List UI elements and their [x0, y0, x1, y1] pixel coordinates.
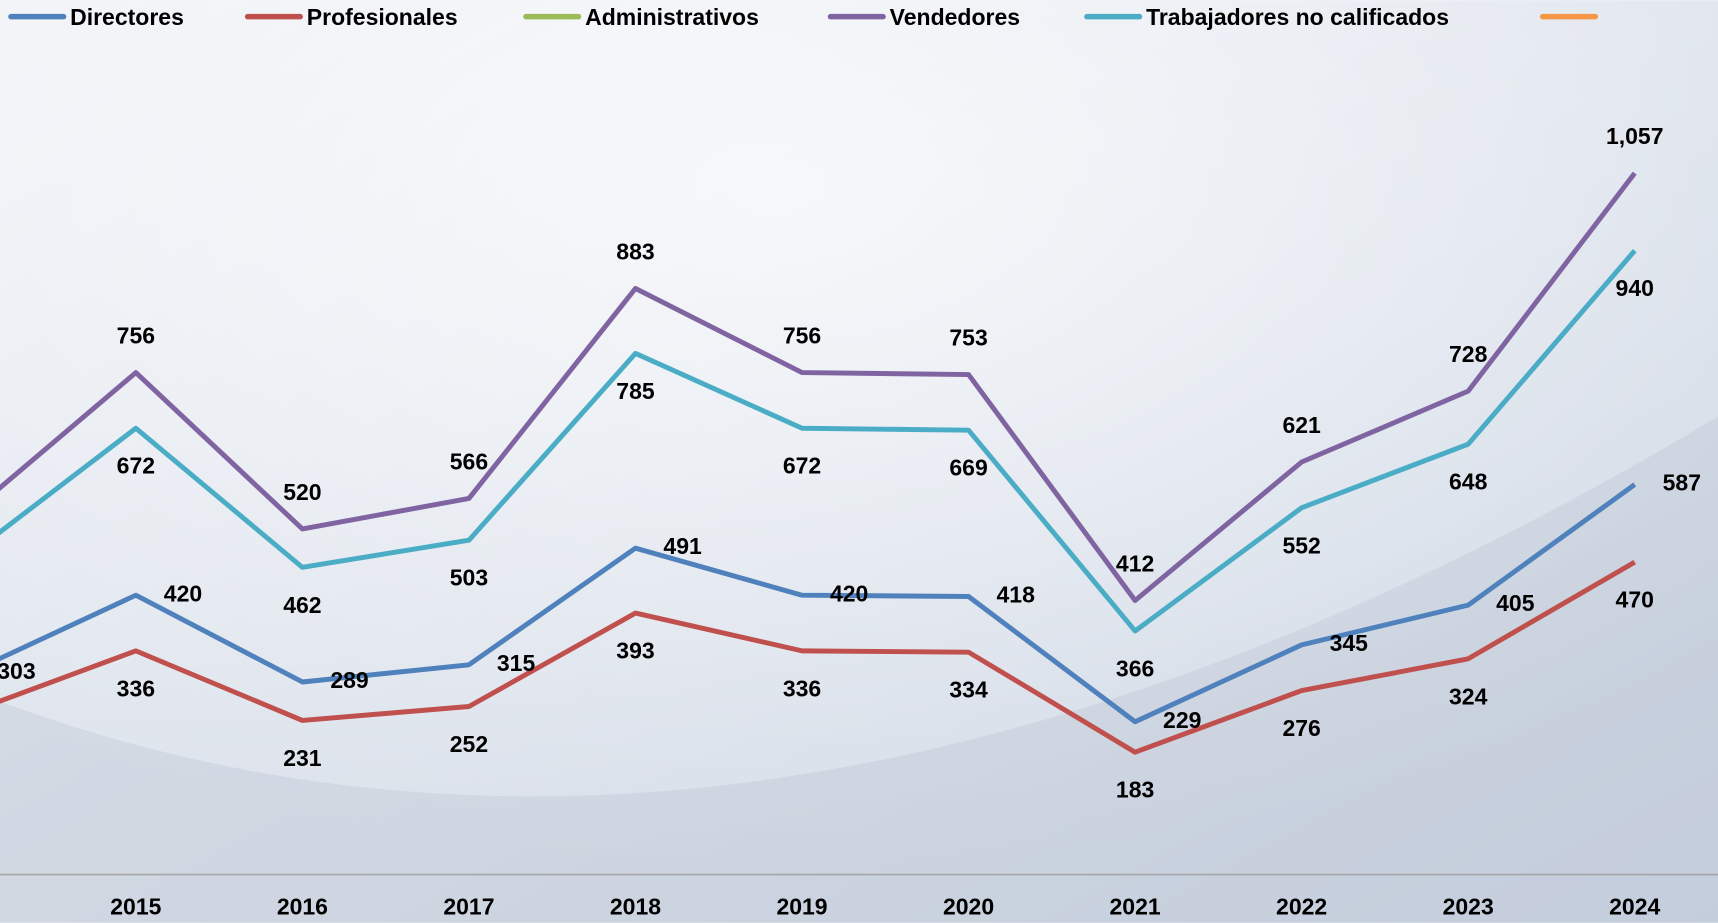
data-label: 366 — [1116, 655, 1154, 681]
legend-label: Trabajadores no calificados — [1146, 4, 1449, 30]
series-line — [0, 482, 1637, 725]
data-label: 728 — [1449, 341, 1488, 367]
series-line — [0, 249, 1637, 634]
data-label: 940 — [1616, 275, 1654, 301]
data-label: 336 — [117, 675, 155, 701]
data-label: 303 — [0, 658, 36, 684]
data-label: 420 — [830, 580, 868, 606]
data-label: 420 — [164, 580, 202, 606]
data-label: 785 — [616, 378, 655, 404]
data-label: 503 — [450, 565, 488, 591]
data-label: 756 — [117, 323, 155, 349]
data-label: 470 — [1616, 587, 1654, 613]
data-label: 587 — [1663, 470, 1701, 496]
legend-label: Directores — [70, 4, 184, 30]
data-label: 252 — [450, 731, 488, 757]
data-label: 672 — [117, 453, 155, 479]
data-label: 405 — [1496, 590, 1535, 616]
data-label: 648 — [1449, 469, 1488, 495]
x-tick-label: 2020 — [943, 894, 994, 920]
x-tick-label: 2017 — [443, 894, 494, 920]
data-label: 491 — [663, 533, 702, 559]
data-label: 1,057 — [1606, 123, 1664, 149]
legend-label: Administrativos — [585, 4, 759, 30]
data-label: 229 — [1163, 707, 1201, 733]
data-label: 393 — [616, 638, 654, 664]
x-tick-label: 2015 — [110, 894, 161, 920]
data-label: 756 — [783, 323, 821, 349]
data-label: 412 — [1116, 551, 1154, 577]
data-label: 672 — [783, 453, 821, 479]
data-label: 324 — [1449, 683, 1488, 709]
data-label: 289 — [330, 667, 368, 693]
series-line — [0, 559, 1636, 755]
data-label: 315 — [497, 650, 536, 676]
x-tick-label: 2022 — [1276, 894, 1327, 920]
x-tick-label: 2023 — [1443, 894, 1494, 920]
data-label: 621 — [1282, 412, 1321, 438]
x-tick-label: 2024 — [1609, 894, 1660, 920]
data-label: 462 — [283, 592, 321, 618]
data-label: 336 — [783, 675, 821, 701]
data-label: 231 — [283, 745, 322, 771]
data-label: 276 — [1282, 715, 1320, 741]
x-tick-label: 2016 — [277, 894, 328, 920]
data-label: 883 — [616, 238, 654, 264]
data-label: 520 — [283, 479, 321, 505]
series-line — [0, 171, 1637, 603]
data-label: 669 — [949, 455, 987, 481]
x-tick-label: 2018 — [610, 894, 661, 920]
data-label: 753 — [949, 325, 987, 351]
background-shape — [0, 416, 1718, 923]
x-tick-label: 2019 — [776, 894, 827, 920]
data-label: 345 — [1330, 630, 1369, 656]
data-label: 552 — [1282, 532, 1320, 558]
data-label: 334 — [949, 677, 988, 703]
x-tick-label: 2021 — [1110, 894, 1161, 920]
data-label: 418 — [996, 582, 1035, 608]
legend-label: Profesionales — [307, 4, 458, 30]
legend-label: Vendedores — [890, 4, 1020, 30]
data-label: 566 — [450, 448, 488, 474]
data-label: 183 — [1116, 777, 1154, 803]
